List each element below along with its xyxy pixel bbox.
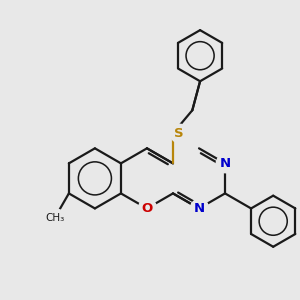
Text: O: O: [141, 202, 153, 215]
Text: N: N: [194, 202, 205, 215]
Text: S: S: [174, 127, 184, 140]
Text: CH₃: CH₃: [45, 213, 64, 223]
Text: N: N: [220, 157, 231, 170]
